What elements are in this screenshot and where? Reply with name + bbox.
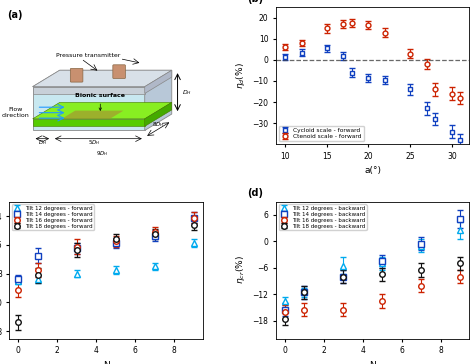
Text: $D_H$: $D_H$ xyxy=(182,88,192,96)
FancyBboxPatch shape xyxy=(70,68,83,82)
Polygon shape xyxy=(145,70,172,130)
Text: Bionic surface: Bionic surface xyxy=(75,94,125,110)
Polygon shape xyxy=(33,87,145,94)
X-axis label: a(°): a(°) xyxy=(364,166,381,175)
Legend: Tilt 12 degrees - backward, Tilt 14 degrees - backward, Tilt 16 degrees - backwa: Tilt 12 degrees - backward, Tilt 14 degr… xyxy=(279,205,366,230)
Polygon shape xyxy=(33,87,145,130)
Polygon shape xyxy=(33,102,172,119)
Polygon shape xyxy=(145,70,172,94)
Polygon shape xyxy=(33,119,145,126)
Legend: Cycloid scale - forward, Ctenoid scale - forward: Cycloid scale - forward, Ctenoid scale -… xyxy=(279,126,364,141)
Polygon shape xyxy=(33,70,172,87)
Text: (a): (a) xyxy=(8,10,23,20)
Text: $8D_H$: $8D_H$ xyxy=(152,120,164,129)
Text: Pressure transmitter: Pressure transmitter xyxy=(56,52,121,58)
FancyBboxPatch shape xyxy=(113,65,126,79)
Text: $5D_H$: $5D_H$ xyxy=(88,138,101,147)
Polygon shape xyxy=(145,102,172,126)
Legend: Tilt 12 degrees - forward, Tilt 14 degrees - forward, Tilt 16 degrees - forward,: Tilt 12 degrees - forward, Tilt 14 degre… xyxy=(12,205,94,230)
Y-axis label: $\eta_{cr}$(%): $\eta_{cr}$(%) xyxy=(234,256,247,285)
Text: (d): (d) xyxy=(247,188,263,198)
Text: $9D_H$: $9D_H$ xyxy=(96,149,109,158)
Polygon shape xyxy=(62,111,123,119)
X-axis label: N: N xyxy=(369,361,376,364)
Text: Flow
direction: Flow direction xyxy=(1,107,29,118)
X-axis label: N: N xyxy=(103,361,109,364)
Polygon shape xyxy=(33,70,172,87)
Text: (b): (b) xyxy=(247,0,263,4)
Y-axis label: $\eta_d$(%): $\eta_d$(%) xyxy=(234,62,247,89)
Text: $D_H$: $D_H$ xyxy=(38,138,47,147)
